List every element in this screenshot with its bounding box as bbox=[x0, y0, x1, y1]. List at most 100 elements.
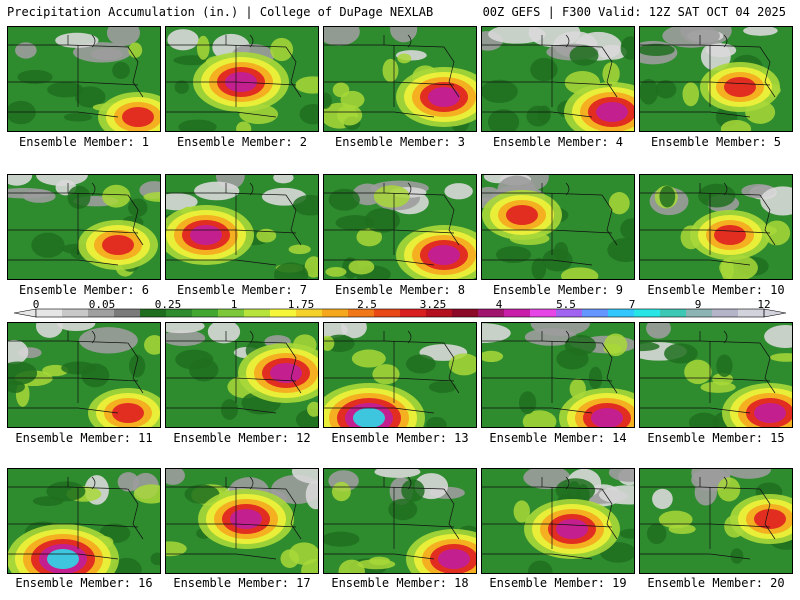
precip-blob bbox=[67, 185, 91, 209]
boundary-line bbox=[127, 46, 144, 98]
precip-max-area bbox=[591, 408, 623, 427]
ensemble-member-label: Ensemble Member: 20 bbox=[647, 576, 785, 590]
precip-blob bbox=[307, 401, 318, 417]
precip-blob bbox=[373, 185, 410, 208]
precip-max-area bbox=[506, 205, 538, 225]
precip-blob bbox=[102, 184, 131, 208]
legend-color-swatch bbox=[218, 309, 245, 317]
legend-color-swatch bbox=[36, 309, 63, 317]
precip-blob bbox=[178, 119, 217, 131]
precip-blob bbox=[659, 185, 676, 208]
ensemble-member-label: Ensemble Member: 5 bbox=[650, 135, 782, 149]
precip-dry-area bbox=[8, 175, 33, 186]
precip-dry-area bbox=[273, 175, 294, 184]
precip-map-svg bbox=[324, 469, 476, 573]
precip-blob bbox=[325, 267, 347, 277]
precip-blob bbox=[719, 255, 758, 279]
precip-max-area bbox=[556, 519, 588, 539]
precip-dry-area bbox=[482, 323, 511, 344]
precip-max-area bbox=[754, 509, 786, 529]
precip-blob bbox=[129, 354, 146, 378]
precip-max-area bbox=[596, 102, 628, 122]
legend-color-swatch bbox=[348, 309, 375, 317]
legend-color-swatch bbox=[244, 309, 271, 317]
precip-blob bbox=[604, 333, 628, 357]
precip-blob bbox=[401, 479, 425, 502]
ensemble-member-label: Ensemble Member: 15 bbox=[647, 431, 785, 445]
precip-dry-area bbox=[305, 480, 318, 510]
boundary-line bbox=[443, 342, 460, 394]
ensemble-member-label: Ensemble Member: 18 bbox=[331, 576, 469, 590]
precip-map-svg bbox=[8, 323, 160, 427]
precip-blob bbox=[324, 92, 332, 109]
precip-map-svg bbox=[166, 27, 318, 131]
precip-blob bbox=[304, 256, 318, 278]
precip-blob bbox=[166, 541, 187, 557]
precip-dry-area bbox=[194, 181, 240, 201]
legend-color-swatch bbox=[712, 309, 739, 317]
boundary-line bbox=[407, 476, 412, 490]
boundary-line bbox=[235, 81, 297, 86]
precip-blob bbox=[288, 244, 311, 255]
precip-dry-area bbox=[598, 44, 627, 60]
boundary-line bbox=[8, 553, 119, 560]
precip-blob bbox=[720, 119, 752, 131]
boundary-line bbox=[324, 407, 435, 414]
precip-blob bbox=[382, 58, 399, 83]
precip-blob bbox=[128, 198, 148, 217]
precip-blob bbox=[336, 104, 363, 126]
boundary-line bbox=[285, 194, 302, 246]
legend-tick: 9 bbox=[694, 298, 702, 311]
ensemble-member-label: Ensemble Member: 7 bbox=[176, 283, 308, 297]
boundary-line bbox=[407, 330, 412, 344]
precip-blob bbox=[448, 353, 476, 376]
precip-map-svg bbox=[8, 175, 160, 279]
legend-color-swatch bbox=[62, 309, 89, 317]
precip-map-svg bbox=[166, 469, 318, 573]
precip-map-svg bbox=[482, 27, 634, 131]
precip-blob bbox=[280, 549, 299, 569]
precip-blob bbox=[607, 237, 634, 263]
boundary-line bbox=[640, 407, 751, 414]
legend-color-swatch bbox=[582, 309, 609, 317]
precip-blob bbox=[47, 81, 84, 98]
boundary-line bbox=[285, 342, 302, 394]
precip-dry-area bbox=[22, 189, 56, 203]
precip-blob bbox=[256, 228, 277, 243]
ensemble-member-map bbox=[165, 26, 319, 132]
boundary-line bbox=[393, 377, 455, 382]
boundary-line bbox=[91, 476, 96, 490]
ensemble-member-label: Ensemble Member: 11 bbox=[15, 431, 153, 445]
precip-blob bbox=[150, 552, 160, 566]
precip-dry-area bbox=[324, 27, 360, 46]
precip-map-svg bbox=[640, 175, 792, 279]
precip-max-area bbox=[754, 403, 786, 423]
precip-blob bbox=[564, 334, 597, 356]
precip-blob bbox=[588, 366, 603, 390]
precip-blob bbox=[299, 104, 318, 125]
precip-dry-area bbox=[166, 323, 205, 334]
precip-blob bbox=[348, 259, 375, 275]
precip-blob bbox=[495, 246, 532, 263]
precip-dry-area bbox=[652, 488, 673, 510]
precip-dry-area bbox=[73, 42, 132, 63]
boundary-line bbox=[393, 81, 455, 86]
precip-max-area bbox=[428, 245, 460, 265]
precip-blob bbox=[143, 191, 160, 202]
ensemble-member-map bbox=[323, 322, 477, 428]
precip-blob bbox=[369, 556, 391, 566]
legend-color-swatch bbox=[322, 309, 349, 317]
precip-dry-area bbox=[36, 175, 88, 186]
precip-blob bbox=[527, 560, 553, 573]
precip-blob bbox=[324, 335, 335, 351]
boundary-line bbox=[565, 330, 570, 344]
precip-max-area bbox=[714, 225, 746, 245]
precip-blob bbox=[364, 208, 400, 233]
precip-blob bbox=[331, 481, 351, 502]
legend-tick: 0.25 bbox=[154, 298, 182, 311]
precip-blob bbox=[640, 78, 659, 105]
ensemble-member-map bbox=[639, 174, 793, 280]
precip-blob bbox=[292, 194, 318, 216]
boundary-line bbox=[709, 81, 771, 86]
boundary-line bbox=[324, 259, 435, 266]
